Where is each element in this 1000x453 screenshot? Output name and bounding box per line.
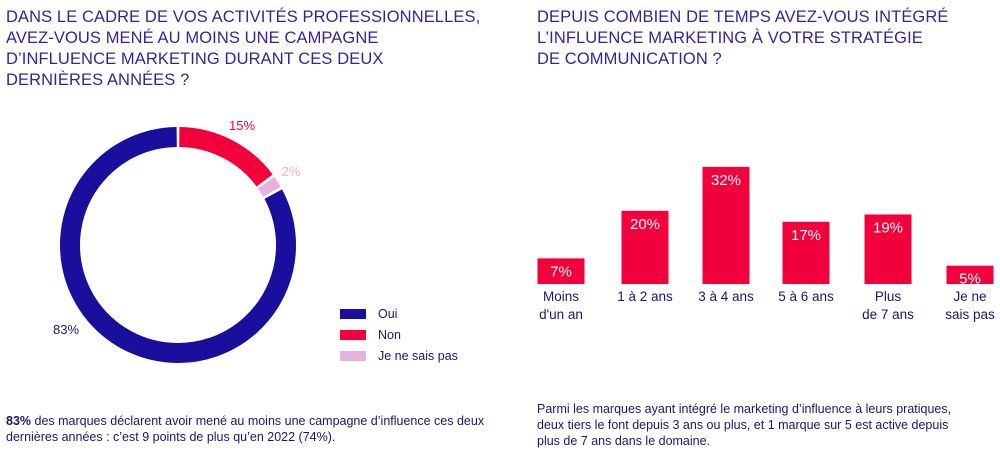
category-label: d'un an bbox=[539, 307, 583, 322]
legend-item: Je ne sais pas bbox=[340, 345, 458, 366]
bar-data-label: 19% bbox=[873, 219, 903, 236]
bar-data-label: 17% bbox=[791, 227, 821, 244]
legend-item: Non bbox=[340, 324, 458, 345]
bar bbox=[621, 210, 669, 284]
category-label: 1 à 2 ans bbox=[617, 289, 673, 304]
category-label: Je ne bbox=[953, 289, 986, 304]
legend-label: Non bbox=[378, 327, 401, 342]
legend-swatch bbox=[340, 350, 366, 361]
donut-chart: 15% 2% 83% bbox=[53, 118, 301, 363]
donut-slice-je-ne-sais-pas bbox=[257, 176, 281, 197]
legend-item: Oui bbox=[340, 303, 458, 324]
donut-data-label: 2% bbox=[282, 164, 301, 179]
category-label: 3 à 4 ans bbox=[698, 289, 754, 304]
bar bbox=[864, 214, 912, 284]
legend-swatch bbox=[340, 308, 366, 319]
right-question-title: Depuis combien de temps avez-vous intégr… bbox=[537, 8, 949, 68]
bar bbox=[702, 166, 750, 284]
donut-slice-non bbox=[178, 127, 273, 187]
donut-legend: Oui Non Je ne sais pas bbox=[340, 303, 458, 366]
bar-chart: 7% Moins d'un an 20% 1 à 2 ans 32% 3 à 4 ans 17… bbox=[537, 166, 995, 322]
category-label: Plus bbox=[875, 289, 902, 304]
bar-data-label: 20% bbox=[630, 216, 660, 233]
donut-data-label: 83% bbox=[53, 322, 79, 337]
category-label: Moins bbox=[543, 289, 579, 304]
right-note: Parmi les marques ayant intégré le marke… bbox=[537, 402, 952, 448]
donut-slice-oui bbox=[60, 127, 296, 363]
legend-label: Oui bbox=[378, 306, 398, 321]
bar-data-label: 32% bbox=[711, 172, 741, 189]
bar bbox=[537, 258, 585, 284]
bar bbox=[946, 265, 994, 284]
bar bbox=[782, 221, 830, 284]
category-label: sais pas bbox=[945, 307, 995, 322]
bar-data-label: 7% bbox=[550, 263, 572, 280]
note-highlight: 83% bbox=[6, 414, 32, 428]
category-label: de 7 ans bbox=[862, 307, 914, 322]
note-text: des marques déclarent avoir mené au moin… bbox=[6, 414, 485, 444]
legend-label: Je ne sais pas bbox=[378, 348, 458, 363]
legend-swatch bbox=[340, 329, 366, 340]
donut-data-label: 15% bbox=[229, 118, 255, 133]
category-label: 5 à 6 ans bbox=[778, 289, 834, 304]
left-note: 83% des marques déclarent avoir mené au … bbox=[6, 413, 506, 445]
bar-data-label: 5% bbox=[959, 271, 981, 288]
left-question-title: Dans le cadre de vos activités professio… bbox=[6, 8, 481, 89]
